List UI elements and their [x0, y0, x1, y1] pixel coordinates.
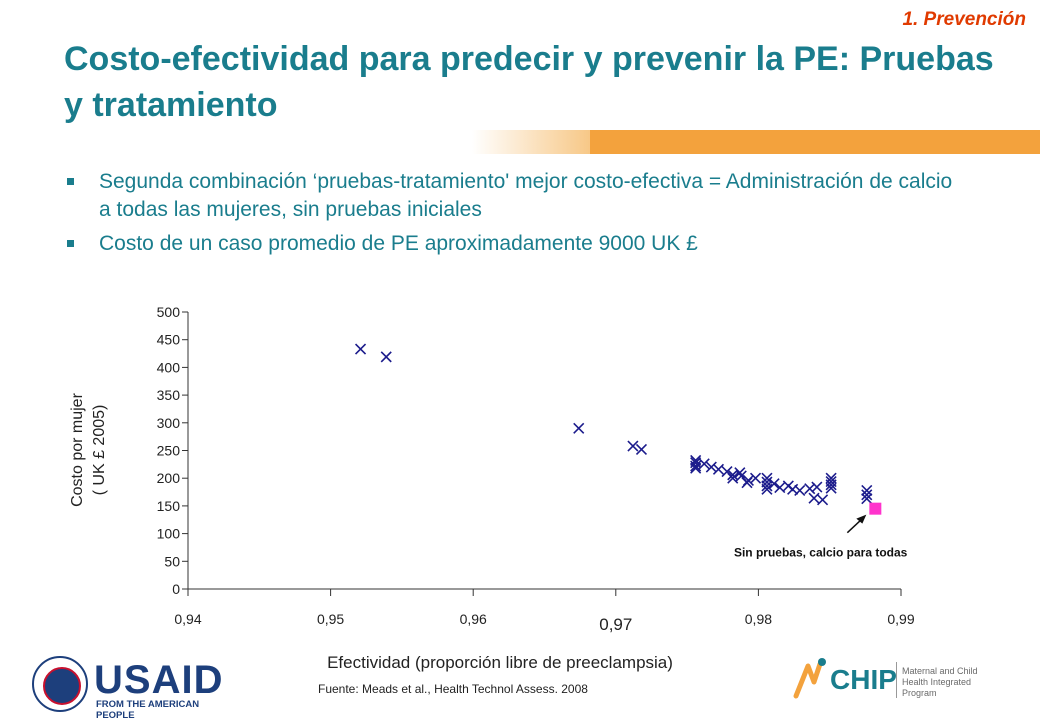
y-tick-label: 100	[157, 526, 181, 542]
bullet-text: Costo de un caso promedio de PE aproxima…	[99, 232, 698, 255]
scatter-point	[808, 492, 820, 504]
bullet-square-icon	[67, 240, 74, 247]
scatter-point	[727, 472, 739, 484]
scatter-point	[861, 493, 873, 505]
x-tick-label: 0,96	[460, 611, 487, 627]
scatter-point	[861, 484, 873, 496]
scatter-point	[573, 422, 585, 434]
annotation: Sin pruebas, calcio para todas	[734, 514, 908, 560]
y-tick-label: 250	[157, 443, 181, 459]
x-axis-label: Efectividad (proporción libre de preecla…	[327, 653, 673, 672]
scatter-point	[698, 458, 710, 470]
scatter-point	[380, 351, 392, 363]
data-points	[354, 343, 882, 515]
x-tick-label: 0,99	[887, 611, 914, 627]
bullet-list: Segunda combinación ‘pruebas-tratamiento…	[64, 168, 964, 264]
bullet-square-icon	[67, 178, 74, 185]
scatter-point	[635, 443, 648, 455]
bullet-item: Costo de un caso promedio de PE aproxima…	[64, 230, 964, 258]
y-tick-label: 450	[157, 332, 181, 348]
scatter-point	[825, 482, 837, 494]
x-axis: 0,94 0,95 0,96 0,97 0,98 0,99	[174, 588, 915, 634]
scatter-point	[761, 483, 773, 495]
scatter-point	[627, 440, 639, 452]
scatter-point	[690, 460, 702, 472]
scatter-point	[794, 484, 806, 496]
usaid-wordmark: USAID	[94, 658, 224, 702]
section-tag: 1. Prevención	[902, 9, 1026, 30]
scatter-point	[690, 462, 702, 474]
slide-title: Costo-efectividad para predecir y preven…	[64, 40, 994, 124]
annotation-label: Sin pruebas, calcio para todas	[734, 546, 908, 560]
source-note: Fuente: Meads et al., Health Technol Ass…	[318, 682, 588, 696]
y-tick-label: 50	[164, 553, 180, 569]
header-band	[590, 130, 1040, 154]
mchip-figure-icon	[793, 658, 826, 699]
x-tick-label: 0,97	[599, 615, 632, 634]
scatter-point	[354, 343, 367, 355]
scatter-point	[774, 482, 786, 494]
bullet-item: Segunda combinación ‘pruebas-tratamiento…	[64, 168, 964, 224]
usaid-tagline: FROM THE AMERICAN PEOPLE	[96, 699, 200, 721]
x-tick-label: 0,98	[745, 611, 772, 627]
bullet-text: Segunda combinación ‘pruebas-tratamiento…	[99, 170, 953, 221]
usaid-seal-icon	[32, 656, 88, 712]
mchip-logo: CHIP Maternal and Child Health Integrate…	[790, 650, 990, 708]
scatter-point	[749, 472, 762, 484]
header-band-fade	[0, 130, 590, 154]
scatter-point	[817, 494, 829, 506]
scatter-point	[811, 481, 823, 493]
y-tick-label: 150	[157, 498, 181, 514]
y-axis-label-unit: ( UK £ 2005)	[91, 405, 108, 496]
mchip-wordmark: CHIP	[830, 664, 897, 695]
scatter-point	[768, 478, 780, 490]
annotation-arrowhead	[856, 514, 867, 524]
scatter-point	[712, 463, 725, 475]
y-tick-label: 300	[157, 415, 181, 431]
y-axis-label: Costo por mujer	[69, 392, 86, 506]
usaid-logo: USAID FROM THE AMERICAN PEOPLE	[32, 656, 232, 721]
x-tick-label: 0,94	[174, 611, 201, 627]
y-tick-label: 400	[157, 359, 181, 375]
x-tick-label: 0,95	[317, 611, 344, 627]
mchip-tagline: Maternal and Child Health Integrated Pro…	[902, 666, 978, 698]
scatter-point	[705, 461, 717, 473]
y-tick-label: 500	[157, 304, 181, 320]
y-tick-label: 350	[157, 387, 181, 403]
scatter-point	[761, 480, 773, 492]
mchip-divider	[896, 662, 897, 698]
scatter-point	[861, 489, 873, 501]
scatter-point	[825, 479, 837, 491]
scatter-point	[741, 477, 753, 489]
y-tick-label: 0	[172, 581, 180, 597]
scatter-point	[804, 483, 816, 495]
highlight-point	[869, 502, 882, 515]
y-axis: 0 50 100 150 200 250 300 350 400 450 500	[157, 304, 189, 597]
y-tick-label: 200	[157, 470, 181, 486]
